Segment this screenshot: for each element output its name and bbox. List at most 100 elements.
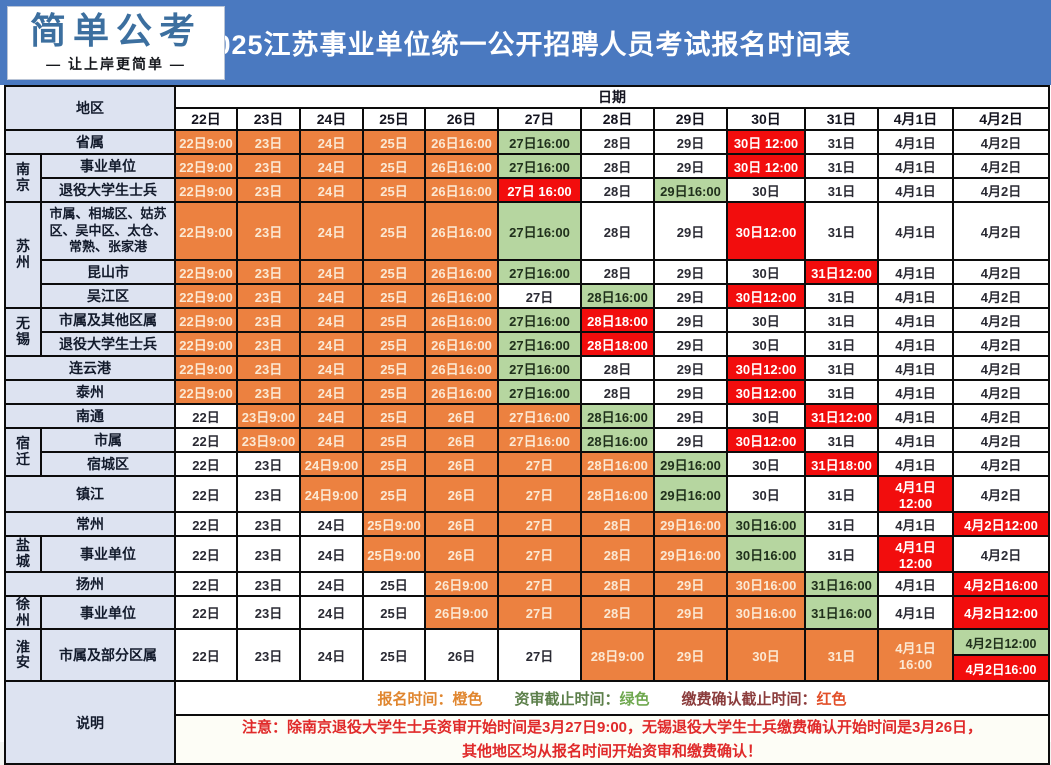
schedule-cell: 30日	[726, 177, 806, 203]
date-column-header: 24日	[299, 107, 364, 131]
schedule-cell: 31日16:00	[804, 571, 879, 597]
date-column-header: 27日	[497, 107, 582, 131]
table-row: 省属 22日9:00 23日 24日 25日 26日16:00 27日16:00 28日 29日…	[4, 129, 1050, 155]
legend-item: 报名时间：橙色	[377, 691, 482, 708]
schedule-cell: 22日9:00	[174, 153, 238, 179]
schedule-cell: 27日	[497, 535, 582, 573]
region-group-cell: 宿迁	[4, 427, 42, 477]
schedule-cell: 28日	[580, 511, 655, 537]
schedule-cell: 23日	[236, 571, 301, 597]
table-row: 无锡市属及其他区属 22日9:00 23日 24日 25日 26日16:00 27日16:0…	[4, 307, 1050, 357]
schedule-cell: 29日	[653, 153, 728, 179]
date-column-header: 4月1日	[877, 107, 954, 131]
schedule-cell: 27日	[497, 283, 582, 309]
logo-title: 简单公考	[29, 9, 202, 52]
schedule-cell: 29日	[653, 628, 728, 683]
schedule-cell: 4月1日	[877, 177, 954, 203]
region-name-cell: 省属	[4, 129, 176, 155]
schedule-cell: 25日	[362, 201, 426, 261]
schedule-cell: 27日16:00	[497, 355, 582, 381]
schedule-cell: 25日	[362, 379, 426, 405]
schedule-cell: 4月2日	[952, 153, 1050, 179]
region-name-cell: 扬州	[4, 571, 176, 597]
schedule-cell: 22日	[174, 594, 238, 631]
schedule-cell: 29日16:00	[653, 535, 728, 573]
schedule-cell: 29日	[653, 403, 728, 429]
region-name-cell: 市属及部分区属	[40, 628, 176, 683]
schedule-cell: 29日	[653, 355, 728, 381]
schedule-cell: 29日	[653, 379, 728, 405]
schedule-cell: 4月1日	[877, 283, 954, 309]
schedule-cell: 28日16:00	[580, 283, 655, 309]
schedule-cell: 26日16:00	[424, 379, 499, 405]
schedule-cell: 23日	[236, 628, 301, 683]
region-name-cell: 吴江区	[40, 283, 176, 309]
schedule-cell: 27日16:00	[497, 259, 582, 285]
schedule-cell: 27日	[497, 594, 582, 631]
date-column-header: 29日	[653, 107, 728, 131]
schedule-cell: 29日16:00	[653, 475, 728, 513]
table-row: 退役大学生士兵 22日9:00 23日 24日 25日 26日16:00 27日 16:00…	[5, 177, 1050, 203]
schedule-cell: 24日	[299, 153, 364, 179]
schedule-cell: 22日9:00	[174, 177, 238, 203]
region-name-cell: 连云港	[4, 355, 176, 381]
schedule-cell: 4月2日	[952, 201, 1050, 261]
schedule-cell: 4月1日	[877, 307, 954, 333]
schedule-cell: 23日	[236, 129, 301, 155]
schedule-cell: 24日	[299, 283, 364, 309]
schedule-cell: 31日18:00	[804, 451, 879, 477]
schedule-cell: 23日	[236, 201, 301, 261]
header-bar: 2025江苏事业单位统一公开招聘人员考试报名时间表 简单公考 — 让上岸更简单 …	[0, 0, 1051, 85]
schedule-cell: 22日9:00	[174, 259, 238, 285]
schedule-cell: 28日16:00	[580, 403, 655, 429]
legend-item-label: 报名时间：	[377, 690, 453, 708]
schedule-cell: 24日	[299, 594, 364, 631]
schedule-cell: 26日16:00	[424, 331, 499, 357]
date-column-header: 26日	[424, 107, 499, 131]
schedule-cell: 23日	[236, 511, 301, 537]
table-row: 淮安市属及部分区属 22日 23日 24日 25日 26日 27日 28日9:00 29日 30日…	[4, 628, 1050, 683]
schedule-cell: 25日	[362, 403, 426, 429]
schedule-cell: 22日9:00	[174, 283, 238, 309]
region-name-cell: 宿城区	[40, 451, 176, 477]
schedule-cell: 31日	[804, 628, 879, 683]
schedule-cell: 30日12:00	[726, 379, 806, 405]
date-column-header: 23日	[236, 107, 301, 131]
schedule-cell-top: 4月2日12:00	[955, 631, 1047, 657]
region-name-cell: 南通	[4, 403, 176, 429]
schedule-cell: 27日	[497, 475, 582, 513]
schedule-cell: 24日9:00	[299, 451, 364, 477]
schedule-cell: 31日	[804, 427, 879, 453]
schedule-cell: 31日	[804, 153, 879, 179]
schedule-cell: 30日12:00	[726, 201, 806, 261]
schedule-cell: 4月2日12:00	[952, 594, 1050, 631]
region-name-cell: 事业单位	[40, 153, 176, 179]
schedule-cell: 22日	[174, 427, 238, 453]
region-name-cell: 事业单位	[40, 535, 176, 573]
schedule-cell: 24日	[299, 177, 364, 203]
schedule-cell: 22日	[174, 451, 238, 477]
schedule-cell: 4月1日	[877, 571, 954, 597]
schedule-cell: 23日	[236, 283, 301, 309]
date-column-header: 25日	[362, 107, 426, 131]
schedule-cell: 23日	[236, 355, 301, 381]
schedule-cell: 27日16:00	[497, 427, 582, 453]
schedule-cell: 30日 12:00	[726, 153, 806, 179]
table-row: 吴江区 22日9:00 23日 24日 25日 26日16:00 27日 28日16:00 29…	[5, 283, 1050, 309]
schedule-cell: 31日	[804, 307, 879, 333]
table-row: 常州 22日 23日 24日 25日9:00 26日 27日 28日 29日16:00 30日16…	[4, 511, 1050, 537]
schedule-cell: 26日	[424, 628, 499, 683]
schedule-cell: 4月1日	[877, 403, 954, 429]
schedule-cell: 29日	[653, 259, 728, 285]
schedule-cell: 27日16:00	[497, 403, 582, 429]
schedule-cell: 26日	[424, 475, 499, 513]
schedule-cell: 25日	[362, 594, 426, 631]
table-row: 徐州事业单位 22日 23日 24日 25日 26日9:00 27日 28日 29日 30日16:…	[4, 594, 1050, 631]
schedule-cell: 4月2日	[952, 403, 1050, 429]
schedule-cell: 4月2日	[952, 427, 1050, 453]
schedule-cell: 26日16:00	[424, 153, 499, 179]
table-row: 苏州市属、相城区、姑苏区、吴中区、太仓、常熟、张家港 22日9:00 23日 24日 2…	[4, 201, 1050, 309]
schedule-cell: 30日12:00	[726, 283, 806, 309]
schedule-cell: 22日	[174, 475, 238, 513]
